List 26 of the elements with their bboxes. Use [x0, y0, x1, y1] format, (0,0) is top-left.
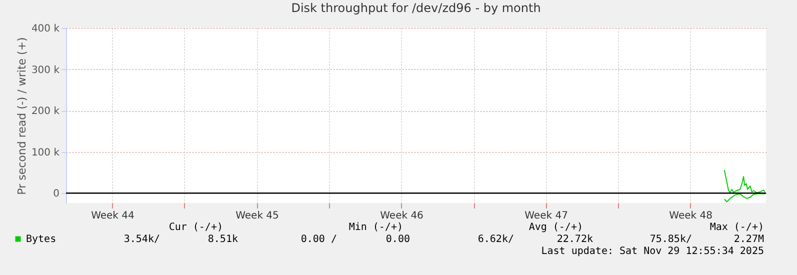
text: 3.54k/ — [124, 234, 160, 245]
x-tick-label: Week 46 — [380, 210, 424, 222]
x-tick-label: Week 47 — [524, 210, 568, 222]
x-tick-label: Week 44 — [91, 210, 134, 222]
text: Cur (-/+) — [168, 222, 223, 233]
y-tick-label: 0 — [53, 188, 60, 200]
y-tick-label: 100 k — [31, 147, 60, 158]
y-axis-title: Pr second read (-) / write (+) — [15, 37, 28, 195]
chart-title: Disk throughput for /dev/zd96 - by month — [291, 1, 541, 15]
y-tick-label: 200 k — [31, 106, 60, 118]
text: 2.27M — [734, 234, 764, 245]
text: Last update: Sat Nov 29 12:55:34 2025 — [541, 246, 764, 257]
text: 8.51k — [208, 234, 238, 245]
y-tick-label: 400 k — [31, 24, 60, 34]
y-tick-label: 300 k — [31, 64, 60, 76]
text: 0.00 — [386, 234, 410, 245]
legend-label: Bytes — [26, 234, 56, 245]
text: 0.00 / — [300, 234, 337, 245]
text: 6.62k/ — [478, 234, 514, 245]
text: 22.72k — [556, 234, 593, 245]
text: 75.85k/ — [650, 234, 692, 245]
text: Min (-/+) — [348, 222, 403, 233]
x-tick-label: Week 48 — [669, 210, 712, 222]
text: Max (-/+) — [710, 222, 764, 233]
x-tick-label: Week 45 — [236, 210, 279, 222]
text: Avg (-/+) — [528, 222, 583, 233]
